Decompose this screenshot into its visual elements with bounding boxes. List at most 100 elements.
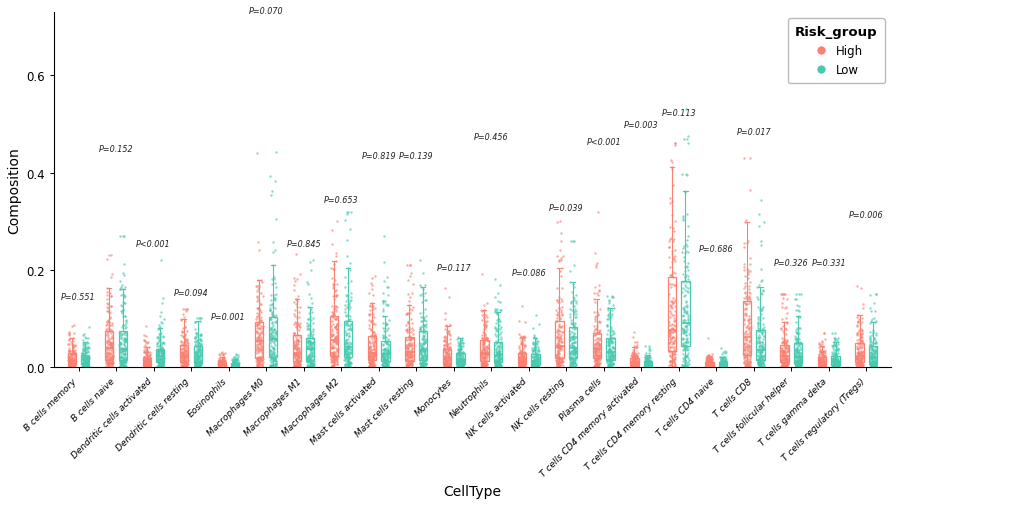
- Point: [327, 324, 343, 332]
- Point: [789, 336, 805, 344]
- Point: [400, 357, 417, 365]
- Point: [699, 356, 715, 364]
- Point: [524, 359, 540, 367]
- Point: [476, 320, 492, 328]
- Point: [302, 313, 318, 321]
- Point: [568, 349, 584, 358]
- Point: [677, 297, 693, 306]
- Point: [629, 360, 645, 368]
- Point: [224, 360, 240, 368]
- Point: [548, 351, 565, 360]
- Point: [254, 361, 270, 369]
- Point: [225, 362, 242, 370]
- Point: [413, 347, 429, 356]
- Point: [736, 260, 752, 268]
- Point: [561, 361, 578, 369]
- Point: [323, 354, 339, 362]
- Point: [777, 314, 794, 322]
- Point: [752, 343, 768, 351]
- Point: [812, 359, 828, 367]
- Point: [288, 347, 305, 356]
- Point: [378, 339, 394, 347]
- Point: [401, 350, 418, 358]
- Point: [285, 362, 302, 370]
- Point: [65, 356, 82, 364]
- Point: [676, 327, 692, 335]
- Point: [739, 346, 755, 354]
- Point: [216, 361, 232, 369]
- Point: [512, 348, 528, 356]
- Point: [477, 350, 493, 358]
- Point: [779, 344, 795, 352]
- Point: [548, 317, 565, 325]
- Point: [737, 300, 753, 309]
- Point: [716, 359, 733, 367]
- Point: [439, 363, 455, 371]
- Point: [153, 349, 169, 358]
- Point: [751, 347, 767, 355]
- Point: [674, 289, 690, 297]
- Point: [65, 356, 82, 364]
- Point: [627, 352, 643, 360]
- Point: [176, 323, 193, 331]
- Point: [740, 295, 756, 303]
- Point: [790, 360, 806, 368]
- Point: [328, 353, 344, 361]
- Point: [224, 358, 240, 366]
- Point: [751, 349, 767, 358]
- Point: [600, 336, 616, 344]
- Point: [365, 354, 381, 362]
- Point: [603, 352, 620, 360]
- Point: [663, 271, 680, 279]
- Point: [61, 357, 77, 365]
- Point: [474, 353, 490, 361]
- Point: [752, 362, 768, 370]
- Point: [63, 354, 79, 362]
- Point: [477, 353, 493, 361]
- Point: [435, 361, 451, 369]
- Point: [864, 352, 880, 360]
- Point: [374, 358, 390, 366]
- Point: [211, 359, 227, 367]
- Point: [324, 357, 340, 365]
- Point: [774, 318, 791, 326]
- Point: [336, 274, 353, 282]
- Point: [266, 355, 282, 363]
- Point: [415, 333, 431, 341]
- Point: [813, 358, 829, 366]
- Point: [436, 333, 452, 341]
- Point: [104, 334, 120, 342]
- Point: [866, 352, 882, 360]
- Point: [449, 345, 466, 353]
- Point: [342, 339, 359, 347]
- Point: [591, 319, 607, 327]
- Point: [365, 328, 381, 336]
- Point: [788, 349, 804, 358]
- Point: [74, 347, 91, 356]
- Point: [566, 363, 582, 371]
- Point: [737, 335, 753, 343]
- Point: [227, 362, 244, 370]
- Point: [490, 363, 506, 371]
- Point: [550, 337, 567, 345]
- Point: [590, 334, 606, 342]
- Point: [449, 363, 466, 371]
- Point: [448, 355, 465, 363]
- Point: [265, 334, 281, 342]
- Point: [190, 347, 206, 355]
- Point: [777, 358, 794, 366]
- Point: [701, 353, 717, 361]
- Point: [640, 360, 656, 368]
- Point: [664, 363, 681, 371]
- Point: [177, 346, 194, 354]
- Point: [599, 338, 615, 346]
- Point: [639, 352, 655, 360]
- Point: [716, 362, 733, 370]
- Point: [791, 359, 807, 367]
- Point: [812, 355, 828, 363]
- Point: [702, 363, 718, 371]
- Point: [137, 362, 153, 370]
- Point: [787, 328, 803, 336]
- Point: [337, 362, 354, 370]
- Point: [779, 358, 795, 366]
